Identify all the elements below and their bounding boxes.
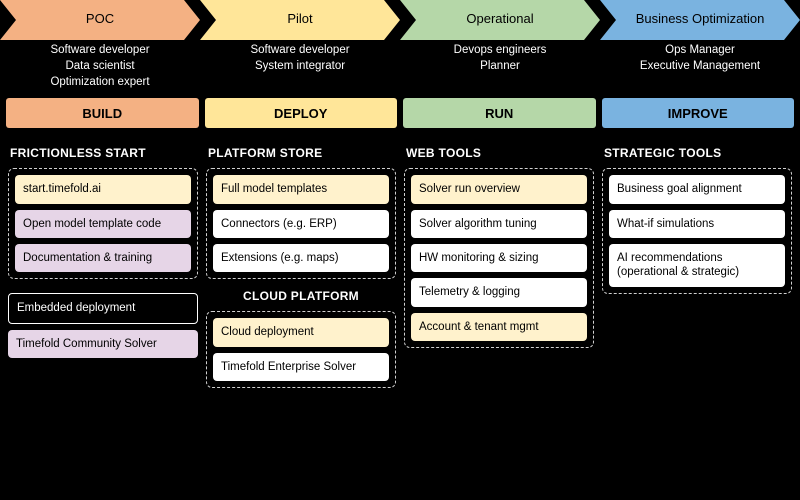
tool-item: What-if simulations	[609, 210, 785, 238]
phase-bar-deploy: DEPLOY	[205, 98, 398, 128]
role-text: Ops Manager	[665, 42, 735, 58]
phase-arrow-label: Operational	[466, 11, 533, 26]
tool-item: start.timefold.ai	[15, 175, 191, 203]
tool-item: AI recommendations (operational & strate…	[609, 244, 785, 287]
dashed-group: Business goal alignment What-if simulati…	[602, 168, 792, 294]
phase-arrow-label: Business Optimization	[636, 11, 765, 26]
dashed-group: Cloud deployment Timefold Enterprise Sol…	[206, 311, 396, 388]
tool-item: Timefold Community Solver	[8, 330, 198, 358]
role-text: Optimization expert	[50, 74, 149, 90]
phase-roles-row: Software developer Data scientist Optimi…	[0, 36, 800, 98]
phase-arrow-business-optimization: Business Optimization	[600, 0, 800, 36]
role-text: System integrator	[255, 58, 345, 74]
phase-arrow-poc: POC	[0, 0, 200, 36]
role-text: Executive Management	[640, 58, 760, 74]
role-text: Devops engineers	[454, 42, 547, 58]
tool-item: Timefold Enterprise Solver	[213, 353, 389, 381]
phase-bar-label: IMPROVE	[668, 106, 728, 121]
infographic-root: POC Pilot Operational Business Optimizat…	[0, 0, 800, 500]
role-text: Data scientist	[65, 58, 134, 74]
tool-item: Open model template code	[15, 210, 191, 238]
role-text: Software developer	[250, 42, 349, 58]
phase-roles: Software developer System integrator	[200, 42, 400, 90]
dashed-group: Solver run overview Solver algorithm tun…	[404, 168, 594, 348]
phase-bars-row: BUILD DEPLOY RUN IMPROVE	[0, 98, 800, 128]
dashed-group: Full model templates Connectors (e.g. ER…	[206, 168, 396, 279]
tool-item: HW monitoring & sizing	[411, 244, 587, 272]
phase-arrow-label: POC	[86, 11, 114, 26]
phase-roles: Ops Manager Executive Management	[600, 42, 800, 90]
phase-bar-label: DEPLOY	[274, 106, 327, 121]
phase-bar-label: BUILD	[82, 106, 122, 121]
phase-bar-run: RUN	[403, 98, 596, 128]
tool-column-platform-store: PLATFORM STORE Full model templates Conn…	[206, 146, 396, 388]
tool-item: Embedded deployment	[8, 293, 198, 323]
extra-items: Embedded deployment Timefold Community S…	[8, 293, 198, 358]
tool-columns: FRICTIONLESS START start.timefold.ai Ope…	[0, 128, 800, 388]
tool-item: Extensions (e.g. maps)	[213, 244, 389, 272]
tool-column-web-tools: WEB TOOLS Solver run overview Solver alg…	[404, 146, 594, 388]
tool-column-strategic-tools: STRATEGIC TOOLS Business goal alignment …	[602, 146, 792, 388]
tool-item: Account & tenant mgmt	[411, 313, 587, 341]
tool-item: Full model templates	[213, 175, 389, 203]
phase-bar-improve: IMPROVE	[602, 98, 795, 128]
tool-item: Connectors (e.g. ERP)	[213, 210, 389, 238]
dashed-group: start.timefold.ai Open model template co…	[8, 168, 198, 279]
column-header: WEB TOOLS	[404, 146, 594, 162]
tool-item: Documentation & training	[15, 244, 191, 272]
phase-arrow-pilot: Pilot	[200, 0, 400, 36]
column-header: PLATFORM STORE	[206, 146, 396, 162]
role-text: Software developer	[50, 42, 149, 58]
phase-bar-build: BUILD	[6, 98, 199, 128]
tool-item: Solver algorithm tuning	[411, 210, 587, 238]
column-header: STRATEGIC TOOLS	[602, 146, 792, 162]
tool-item: Business goal alignment	[609, 175, 785, 203]
tool-item: Solver run overview	[411, 175, 587, 203]
phase-arrow-label: Pilot	[287, 11, 312, 26]
phase-roles: Software developer Data scientist Optimi…	[0, 42, 200, 90]
phase-roles: Devops engineers Planner	[400, 42, 600, 90]
phase-bar-label: RUN	[485, 106, 513, 121]
column-header: FRICTIONLESS START	[8, 146, 198, 162]
column-subheader: CLOUD PLATFORM	[206, 289, 396, 303]
role-text: Planner	[480, 58, 520, 74]
tool-item: Telemetry & logging	[411, 278, 587, 306]
tool-item: Cloud deployment	[213, 318, 389, 346]
tool-column-frictionless: FRICTIONLESS START start.timefold.ai Ope…	[8, 146, 198, 388]
phase-arrow-operational: Operational	[400, 0, 600, 36]
phase-arrows-row: POC Pilot Operational Business Optimizat…	[0, 0, 800, 36]
